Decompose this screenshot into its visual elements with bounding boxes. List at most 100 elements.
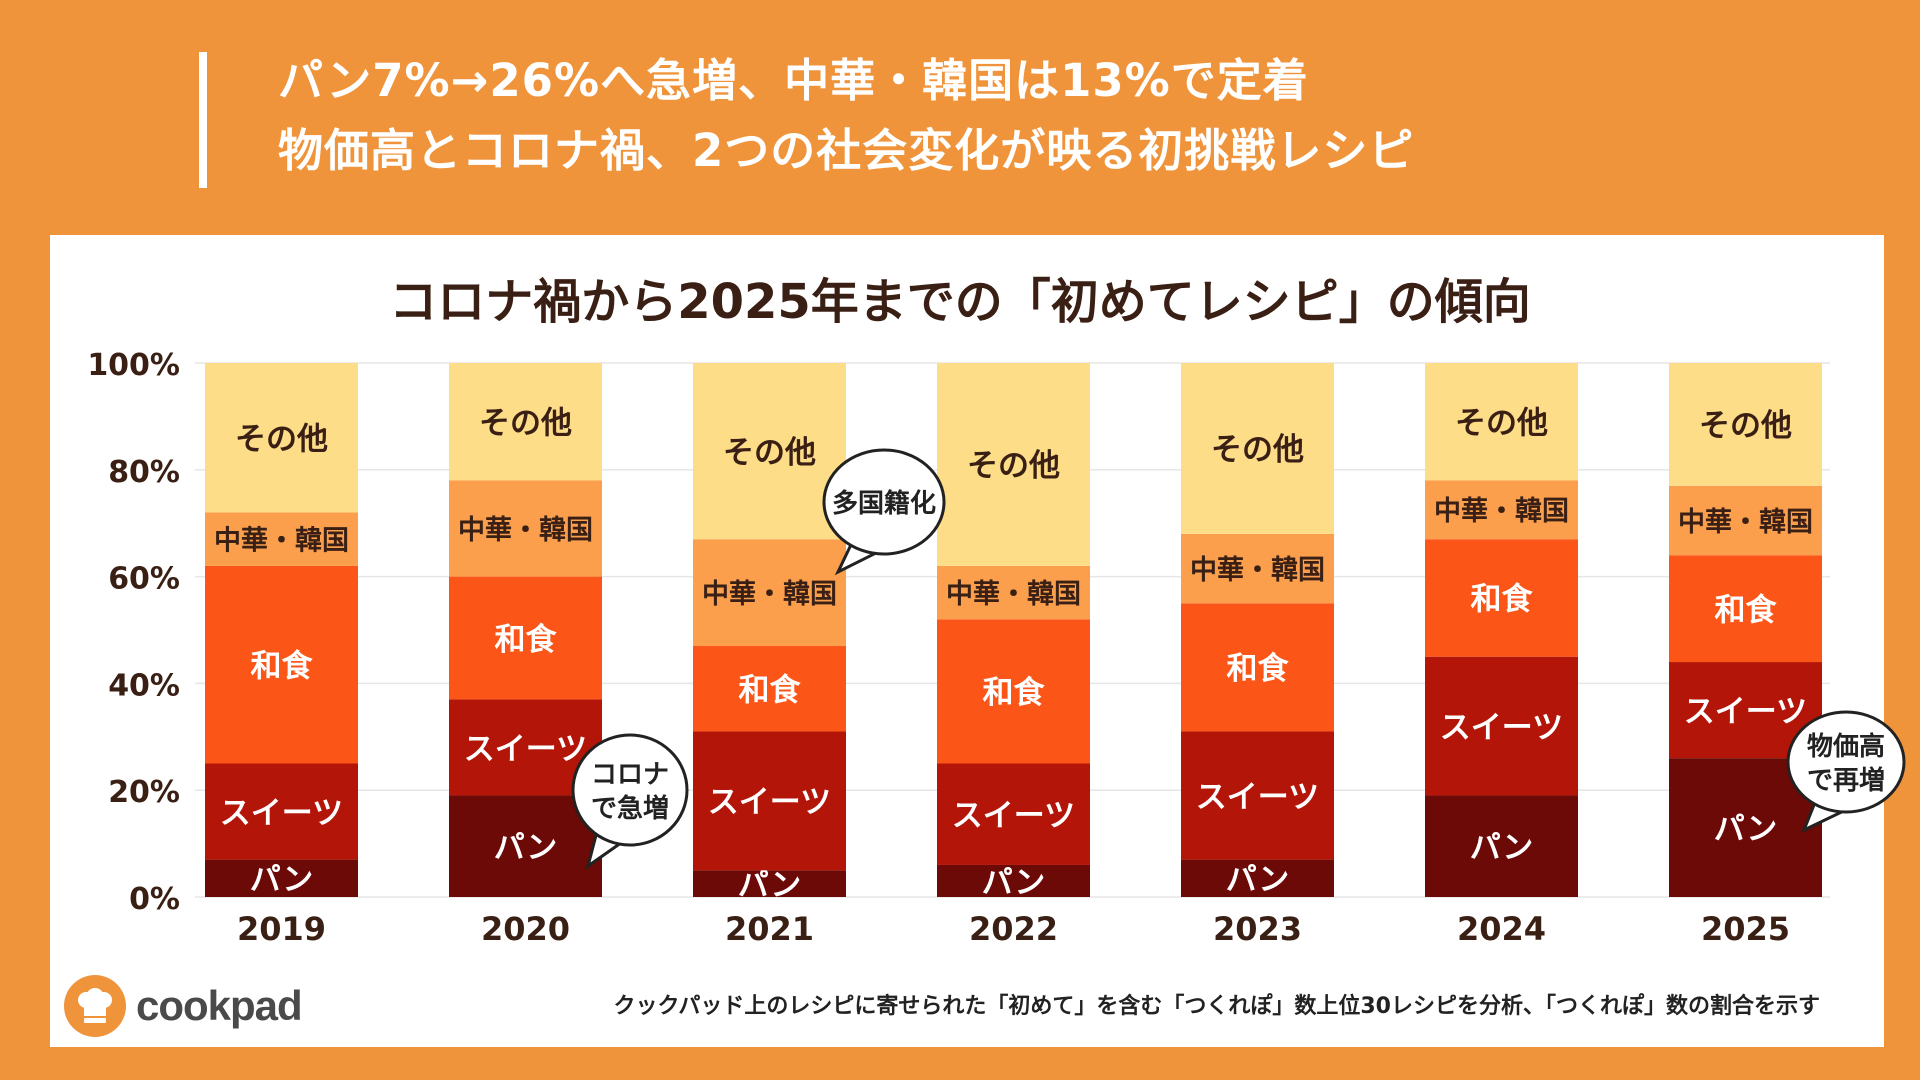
bar-segment-2024-2	[1425, 539, 1578, 657]
bar-segment-2019-2	[205, 565, 358, 764]
bar-segment-2019-1	[205, 763, 358, 860]
segment-label: その他	[723, 435, 816, 471]
bar-segment-2024-1	[1425, 656, 1578, 796]
bar-segment-2024-0	[1425, 795, 1578, 897]
segment-label: 中華・韓国	[458, 515, 593, 546]
bar-segment-2019-4	[205, 363, 358, 513]
annotation-bubble	[822, 448, 946, 556]
segment-label: 和食	[739, 673, 802, 709]
cookpad-logo: cookpad	[64, 975, 303, 1037]
segment-label: その他	[967, 448, 1060, 484]
annotation-text: 多国籍化	[832, 488, 936, 519]
headline-accent-bar	[199, 52, 207, 188]
x-tick-label: 2022	[969, 910, 1058, 948]
segment-label: 和食	[1227, 651, 1290, 687]
y-tick-label: 80%	[108, 455, 180, 490]
segment-label: 中華・韓国	[1434, 496, 1569, 527]
x-tick-label: 2019	[237, 910, 326, 948]
annotation-bubble	[1786, 710, 1906, 814]
annotation-text: 物価高	[1807, 731, 1885, 762]
segment-label: スイーツ	[1684, 694, 1807, 730]
bar-segment-2022-4	[937, 363, 1090, 566]
segment-label: スイーツ	[708, 785, 831, 821]
segment-label: パン	[738, 867, 802, 903]
y-tick-label: 60%	[108, 562, 180, 597]
bar-segment-2020-2	[449, 576, 602, 700]
bar-segment-2023-2	[1181, 603, 1334, 732]
footer-note: クックパッド上のレシピに寄せられた「初めて」を含む「つくれぽ」数上位30レシピを…	[613, 994, 1820, 1019]
bar-segment-2021-4	[693, 363, 846, 540]
headline-line-1: パン7%→26%へ急増、中華・韓国は13%で定着	[278, 54, 1309, 107]
y-tick-label: 0%	[129, 882, 180, 917]
x-tick-label: 2024	[1457, 910, 1546, 948]
segment-label: パン	[1226, 862, 1290, 898]
segment-label: 中華・韓国	[1678, 507, 1813, 538]
annotation-text: で急増	[591, 794, 669, 824]
segment-label: 和食	[251, 648, 314, 684]
segment-label: スイーツ	[1440, 710, 1563, 746]
x-tick-label: 2023	[1213, 910, 1302, 948]
headline: パン7%→26%へ急増、中華・韓国は13%で定着 物価高とコロナ禍、2つの社会変…	[278, 46, 1414, 186]
bar-segment-2023-0	[1181, 859, 1334, 897]
y-tick-label: 40%	[108, 668, 180, 703]
annotation-text: で再増	[1807, 766, 1885, 796]
bar-segment-2025-4	[1669, 363, 1822, 486]
segment-label: スイーツ	[220, 795, 343, 831]
bar-segment-2022-0	[937, 864, 1090, 897]
bar-segment-2021-3	[693, 539, 846, 647]
segment-label: 和食	[495, 622, 558, 658]
segment-label: 中華・韓国	[946, 579, 1081, 610]
x-tick-label: 2025	[1701, 910, 1790, 948]
segment-label: その他	[1699, 408, 1792, 444]
annotation-text: コロナ	[591, 760, 669, 790]
logo-text: cookpad	[136, 982, 303, 1029]
annotation-2021: 多国籍化	[822, 448, 946, 576]
bar-segment-2019-0	[205, 859, 358, 897]
segment-label: スイーツ	[1196, 779, 1319, 815]
segment-label: その他	[479, 406, 572, 442]
segment-label: その他	[1211, 432, 1304, 468]
bar-segment-2022-1	[937, 763, 1090, 865]
bar-segment-2023-3	[1181, 533, 1334, 604]
bar-segment-2025-2	[1669, 555, 1822, 663]
annotation-bubble	[571, 733, 689, 847]
segment-label: その他	[1455, 406, 1548, 442]
segment-label: 中華・韓国	[214, 525, 349, 556]
bar-segment-2021-1	[693, 731, 846, 871]
bar-segment-2023-4	[1181, 363, 1334, 534]
bar-segment-2022-3	[937, 565, 1090, 620]
bar-segment-2024-3	[1425, 480, 1578, 540]
segment-label: スイーツ	[952, 798, 1075, 834]
segment-label: パン	[1470, 830, 1534, 866]
x-tick-label: 2020	[481, 910, 570, 948]
bar-segment-2022-2	[937, 619, 1090, 764]
bar-segment-2021-2	[693, 646, 846, 732]
bar-segment-2020-3	[449, 480, 602, 577]
segment-label: スイーツ	[464, 731, 587, 767]
chef-hat-icon	[64, 975, 126, 1037]
y-tick-label: 100%	[87, 348, 180, 383]
bar-segment-2021-0	[693, 870, 846, 897]
segment-label: 和食	[1715, 592, 1778, 628]
y-tick-label: 20%	[108, 775, 180, 810]
bar-segment-2025-3	[1669, 485, 1822, 556]
segment-label: パン	[1714, 811, 1778, 847]
bar-segment-2024-4	[1425, 363, 1578, 481]
segment-label: 和食	[1471, 582, 1534, 618]
segment-label: 中華・韓国	[1190, 555, 1325, 586]
segment-label: 和食	[983, 675, 1046, 711]
segment-label: パン	[982, 865, 1046, 901]
segment-label: パン	[494, 830, 558, 866]
bar-segment-2023-1	[1181, 731, 1334, 860]
segment-label: パン	[250, 862, 314, 898]
chart-title: コロナ禍から2025年までの「初めてレシピ」の傾向	[389, 274, 1531, 330]
segment-label: 中華・韓国	[702, 579, 837, 610]
headline-line-2: 物価高とコロナ禍、2つの社会変化が映る初挑戦レシピ	[278, 124, 1415, 177]
bar-segment-2019-3	[205, 512, 358, 566]
segment-label: その他	[235, 422, 328, 458]
bar-segment-2020-4	[449, 363, 602, 481]
x-tick-label: 2021	[725, 910, 814, 948]
